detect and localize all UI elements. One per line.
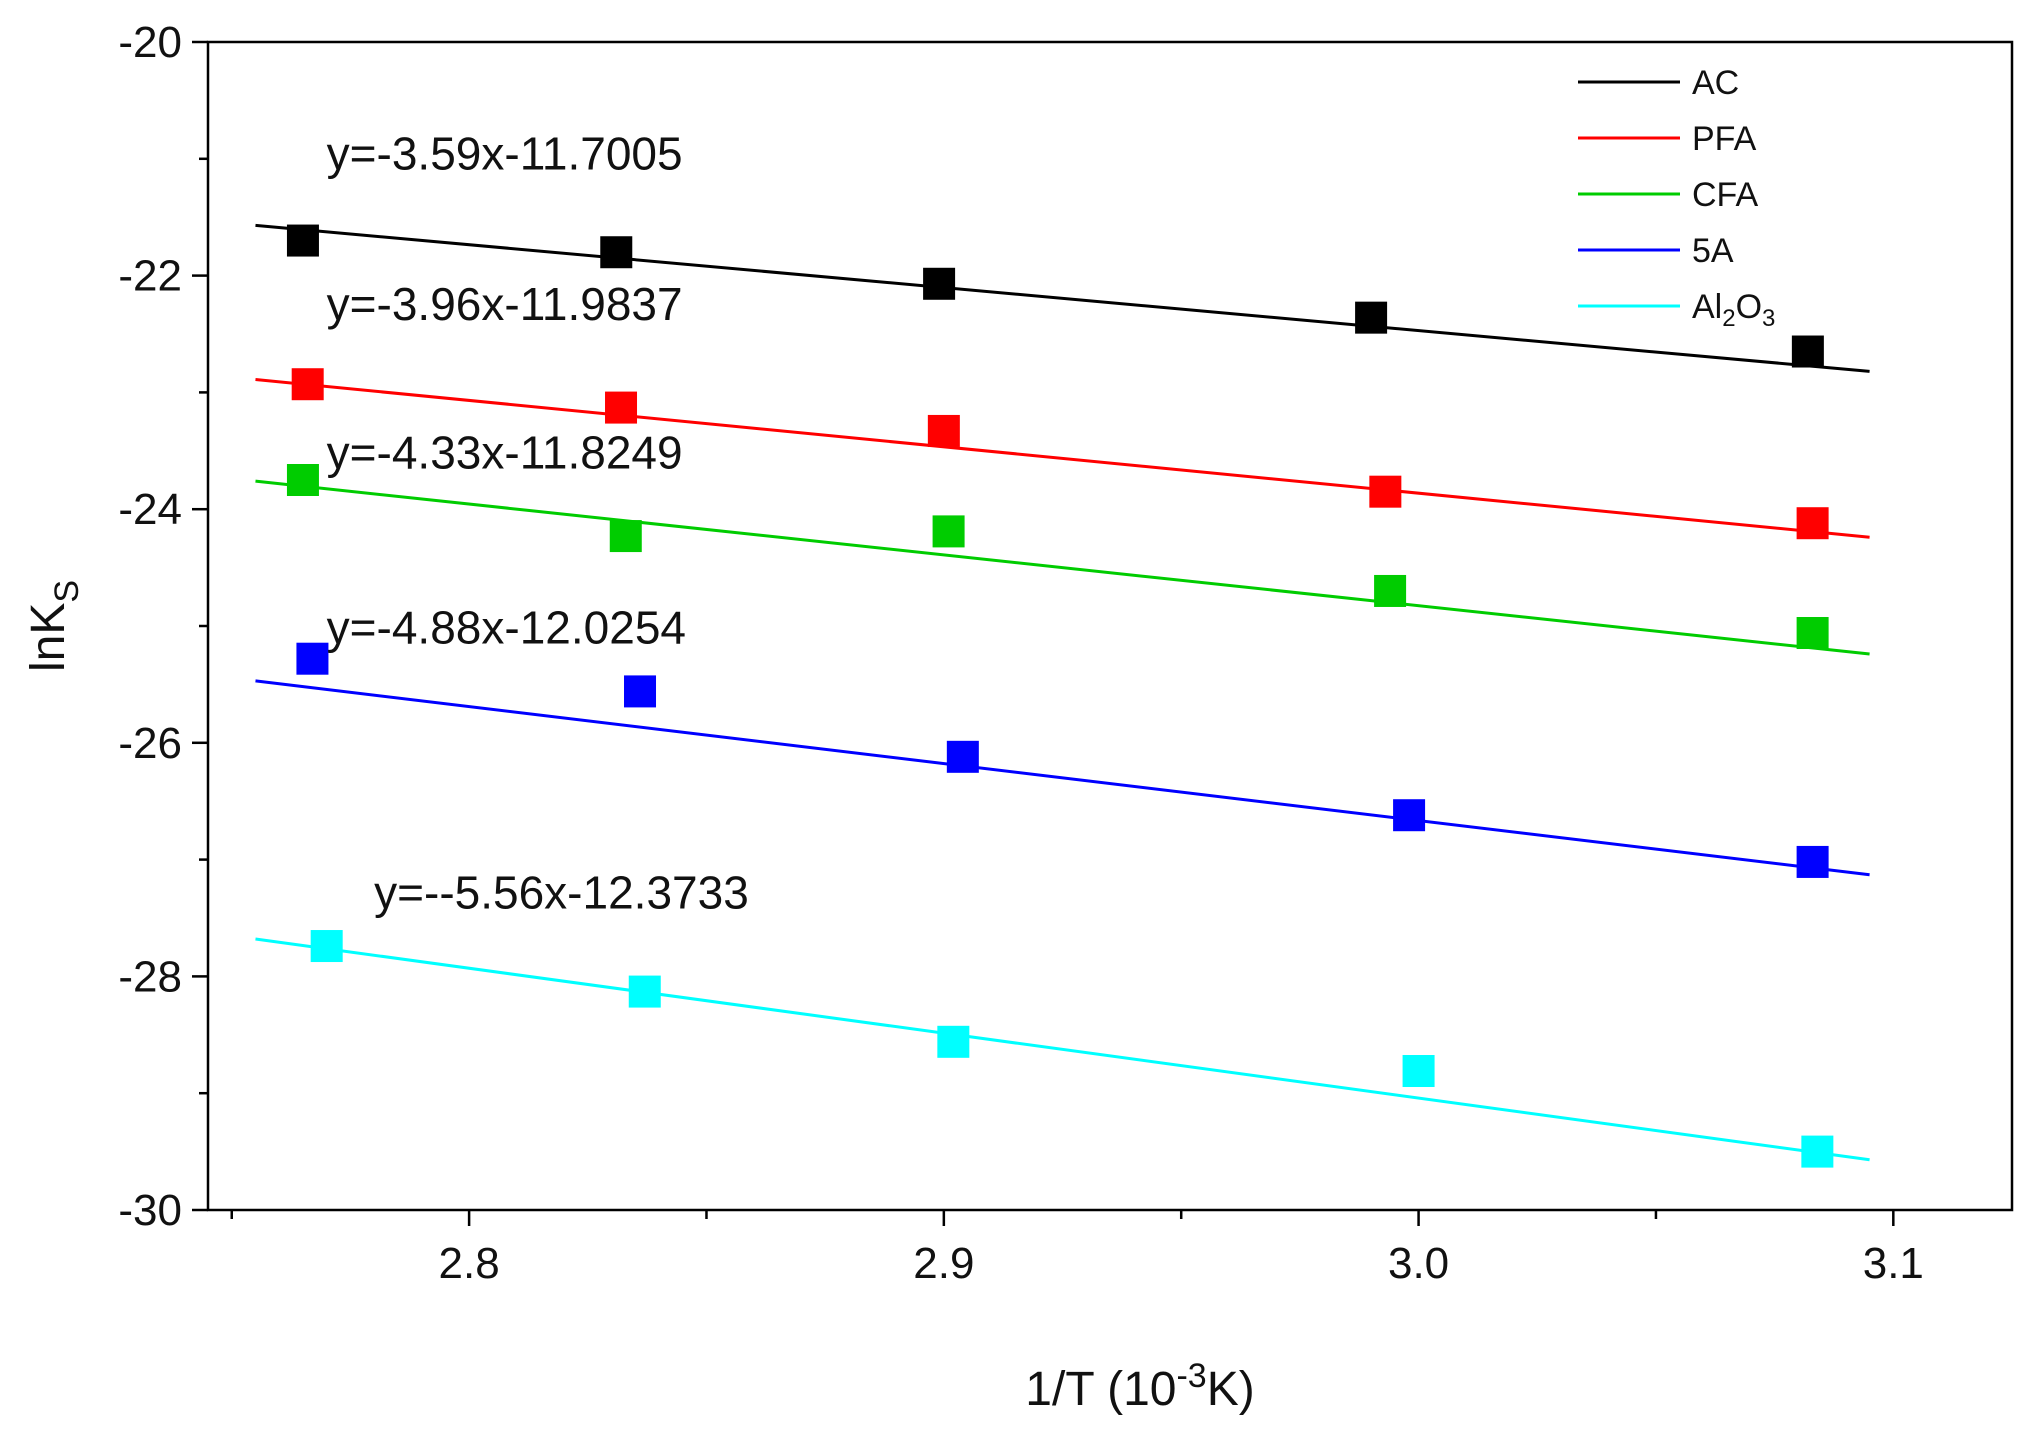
data-point-ac <box>600 236 633 269</box>
data-point-pfa <box>291 368 324 401</box>
fit-line-5a <box>255 679 1870 877</box>
legend-label-pfa: PFA <box>1692 120 1757 158</box>
data-point-5a <box>624 675 657 708</box>
data-point-cfa <box>609 520 642 553</box>
legend-label-cfa: CFA <box>1692 176 1758 214</box>
y-tick-label: -30 <box>118 1186 182 1235</box>
data-point-cfa <box>286 464 319 496</box>
axis-ticks: -30 -28 -26 -24 -22 -20 2.8 2.9 3.0 3.1 <box>118 18 1923 1288</box>
x-axis-title-tail: K) <box>1207 1363 1255 1416</box>
data-point-pfa <box>927 414 960 447</box>
y-axis-title-main: lnK <box>22 603 75 672</box>
equation-cfa: y=-4.33x-11.8249 <box>327 426 683 478</box>
data-point-al2o3 <box>1801 1135 1834 1168</box>
y-tick-label: -20 <box>118 18 182 67</box>
data-point-5a <box>1796 845 1829 878</box>
x-axis-title-sup: -3 <box>1176 1357 1206 1395</box>
y-tick-label: -26 <box>118 719 182 768</box>
fit-line-ac <box>255 223 1870 373</box>
y-tick-label: -24 <box>118 485 182 534</box>
legend-label-ac: AC <box>1692 64 1739 102</box>
fit-line-cfa <box>255 479 1870 656</box>
equation-al2o3: y=--5.56x-12.3733 <box>374 867 749 919</box>
data-point-ac <box>1791 335 1824 368</box>
data-point-ac <box>923 267 956 300</box>
x-axis-title: 1/T (10-3K) <box>1025 1357 1254 1416</box>
legend-label-al2o3: Al2O3 <box>1692 288 1775 332</box>
x-tick-label: 2.9 <box>913 1239 974 1288</box>
legend-label-5a: 5A <box>1692 232 1734 270</box>
x-tick-label: 3.1 <box>1863 1239 1924 1288</box>
legend: AC PFA CFA 5A Al2O3 <box>1578 64 1775 332</box>
fit-line-pfa <box>255 378 1870 539</box>
fit-equations: y=-3.59x-11.7005 y=-3.96x-11.9837 y=-4.33x… <box>327 127 749 918</box>
x-axis-title-main: 1/T (10 <box>1025 1363 1176 1416</box>
data-point-ac <box>286 224 319 257</box>
y-axis-title: lnKS <box>22 580 86 672</box>
data-point-cfa <box>1796 617 1829 650</box>
y-tick-label: -28 <box>118 952 182 1001</box>
y-axis-title-sub: S <box>48 580 86 603</box>
x-tick-label: 2.8 <box>439 1239 500 1288</box>
data-point-cfa <box>932 515 965 548</box>
equation-5a: y=-4.88x-12.0254 <box>327 602 686 654</box>
data-point-al2o3 <box>310 930 343 963</box>
fit-lines <box>255 223 1870 1162</box>
y-tick-label: -22 <box>118 252 182 301</box>
data-point-al2o3 <box>1402 1055 1435 1088</box>
data-point-ac <box>1355 301 1388 334</box>
data-points <box>286 224 1834 1168</box>
fit-line-al2o3 <box>255 937 1870 1162</box>
data-point-al2o3 <box>628 975 661 1008</box>
data-point-5a <box>946 740 979 773</box>
x-tick-label: 3.0 <box>1388 1239 1449 1288</box>
data-point-5a <box>1393 799 1426 832</box>
data-point-5a <box>296 642 329 675</box>
data-point-al2o3 <box>937 1025 970 1058</box>
data-point-pfa <box>605 391 638 424</box>
data-point-cfa <box>1374 574 1407 607</box>
data-point-pfa <box>1369 475 1402 508</box>
equation-pfa: y=-3.96x-11.9837 <box>327 278 683 330</box>
equation-ac: y=-3.59x-11.7005 <box>327 127 683 179</box>
data-point-pfa <box>1796 507 1829 540</box>
